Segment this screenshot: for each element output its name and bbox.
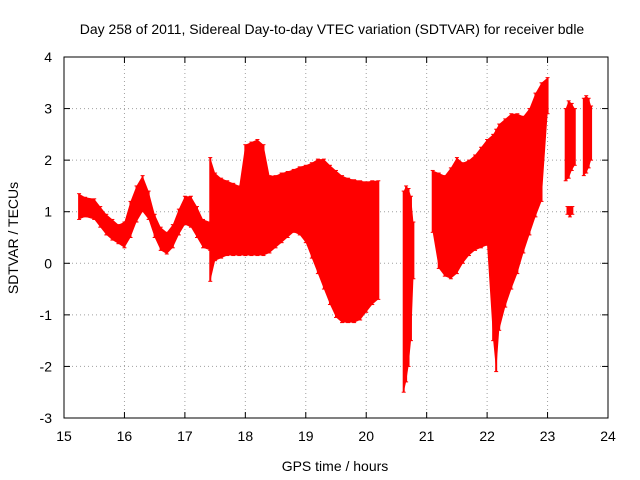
x-tick-labels: 15 16 17 18 19 20 21 22 23 24	[56, 428, 616, 444]
y-tick-label: 1	[44, 204, 52, 220]
x-tick-label: 15	[56, 428, 72, 444]
y-tick-label: 0	[44, 255, 52, 271]
x-tick-label: 24	[600, 428, 616, 444]
error-band-segment-7	[583, 95, 592, 176]
x-tick-label: 21	[419, 428, 435, 444]
x-axis-label: GPS time / hours	[282, 458, 389, 474]
y-tick-label: 2	[44, 152, 52, 168]
error-band-segment-4	[432, 77, 548, 372]
x-tick-label: 17	[177, 428, 193, 444]
data-bands	[77, 77, 594, 393]
axis-ticks	[63, 56, 609, 419]
y-tick-labels: 4 3 2 1 0 -1 -2 -3	[40, 49, 53, 426]
plot-frame	[63, 56, 609, 419]
error-band-segment-5	[565, 100, 575, 181]
x-tick-label: 19	[298, 428, 314, 444]
x-tick-label: 18	[238, 428, 254, 444]
y-tick-label: 4	[44, 49, 52, 65]
x-tick-label: 16	[117, 428, 133, 444]
y-axis-label: SDTVAR / TECUs	[5, 182, 21, 294]
y-tick-label: -1	[40, 307, 53, 323]
x-tick-label: 23	[540, 428, 556, 444]
y-tick-label: -2	[40, 358, 53, 374]
x-tick-label: 20	[358, 428, 374, 444]
y-tick-label: -3	[40, 410, 53, 426]
chart-title: Day 258 of 2011, Sidereal Day-to-day VTE…	[80, 21, 585, 37]
y-tick-label: 3	[44, 101, 52, 117]
x-tick-label: 22	[479, 428, 495, 444]
